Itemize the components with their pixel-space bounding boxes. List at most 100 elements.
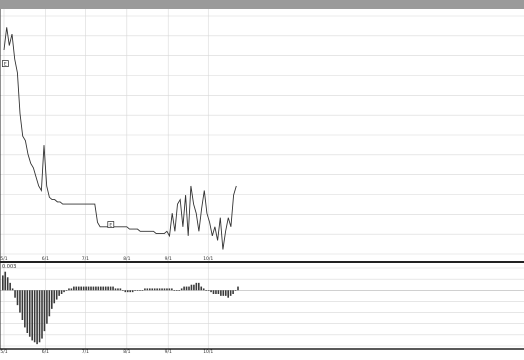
oscillator-bar [58,290,60,296]
oscillator-bar [43,290,46,332]
oscillator-bar [144,288,146,291]
oscillator-bar [11,288,14,291]
lower-x-tick-label: 8/1 [123,349,130,355]
oscillator-bar [109,286,112,291]
oscillator-bar [202,288,205,291]
oscillator-bar [24,290,26,328]
oscillator-bar [222,290,225,296]
upper-x-tick-label: 10/1 [203,256,213,262]
oscillator-bar [205,290,207,291]
oscillator-bar [21,290,24,320]
event-marker [1,60,9,67]
oscillator-bar [82,286,85,291]
upper-x-tick-label: 8/1 [123,256,130,262]
oscillator-bar [175,290,178,291]
lower-x-tick-label: 6/1 [42,349,49,355]
oscillator-bar [166,288,168,291]
oscillator-bar [185,286,188,291]
oscillator-bar [75,286,78,291]
oscillator-bar [36,290,38,345]
oscillator-bar [60,290,63,294]
oscillator-bar [16,290,19,306]
oscillator-bar [136,290,139,291]
oscillator-bar [31,290,33,341]
event-markers: EE [1,60,115,229]
oscillator-bar [14,290,16,298]
oscillator-bar [161,288,163,291]
oscillator-bar [41,290,43,339]
oscillator-bar [28,290,31,337]
oscillator-bar [229,290,232,296]
oscillator-bar [200,286,203,291]
oscillator-bar [104,286,107,291]
oscillator-bar [33,290,36,343]
oscillator-bar [134,290,136,291]
oscillator-bar [48,290,51,317]
oscillator-bar [178,290,180,291]
oscillator-bar [107,286,109,291]
oscillator-bar [220,290,222,296]
oscillator-bar [146,288,149,291]
oscillator-bar [171,288,173,291]
oscillator-bar [2,275,4,291]
oscillator-bar [232,290,234,294]
oscillator-bar [227,290,229,298]
oscillator-bar [102,286,105,291]
upper-x-tick-label: 9/1 [165,256,172,262]
oscillator-bar [141,290,144,291]
oscillator-bar [100,286,102,291]
oscillator-bar [234,290,237,291]
top-bar [0,0,524,9]
oscillator-bar [215,290,217,294]
oscillator-bar [85,286,87,291]
price-line [3,27,237,250]
oscillator-bar [87,286,90,291]
upper-x-tick-label: 7/1 [82,256,89,262]
oscillator-bar [117,288,119,291]
oscillator-bar [112,286,114,291]
lower-x-tick-label: 7/1 [82,349,89,355]
oscillator-bar [217,290,220,294]
oscillator-bar [129,290,131,293]
lower-x-tick-label: 10/1 [203,349,213,355]
oscillator-bar [46,290,48,324]
oscillator-bar [6,277,9,291]
oscillator-bar [19,290,21,313]
oscillator-bar [114,288,117,291]
oscillator-bar [90,286,92,291]
oscillator-bar [139,290,141,291]
oscillator-bar [124,290,127,293]
lower-x-tick-label: 5/1 [0,349,7,355]
oscillator-bar [153,288,156,291]
oscillator-bar [198,282,200,291]
event-marker-label: E [109,223,112,229]
lower-x-axis-labels: 5/1 6/1 7/1 8/1 9/1 10/1 [0,349,213,355]
lower-grid [0,263,524,349]
oscillator-bar [73,286,75,291]
oscillator-bar [180,288,183,291]
oscillator-bar [77,286,80,291]
oscillator-bar [188,286,190,291]
oscillator-bar [53,290,56,304]
event-marker-label: E [4,62,7,68]
upper-grid [0,9,524,262]
oscillator-bar [158,288,161,291]
oscillator-bar [119,288,122,291]
oscillator-bar [80,286,82,291]
oscillator-bar [163,288,166,291]
oscillator-bar [156,288,158,291]
oscillator-bar [193,284,195,291]
oscillator-bar [190,284,193,291]
event-marker [107,221,115,228]
upper-x-axis-labels: 5/1 6/1 7/1 8/1 9/1 10/1 [0,256,213,262]
oscillator-bars [2,271,239,345]
oscillator-bar [4,271,7,291]
lower-x-tick-label: 9/1 [165,349,172,355]
oscillator-bar [55,290,58,300]
oscillator-bar [65,290,68,291]
oscillator-bar [38,290,41,343]
oscillator-bar [95,286,97,291]
oscillator-bar [126,290,129,293]
